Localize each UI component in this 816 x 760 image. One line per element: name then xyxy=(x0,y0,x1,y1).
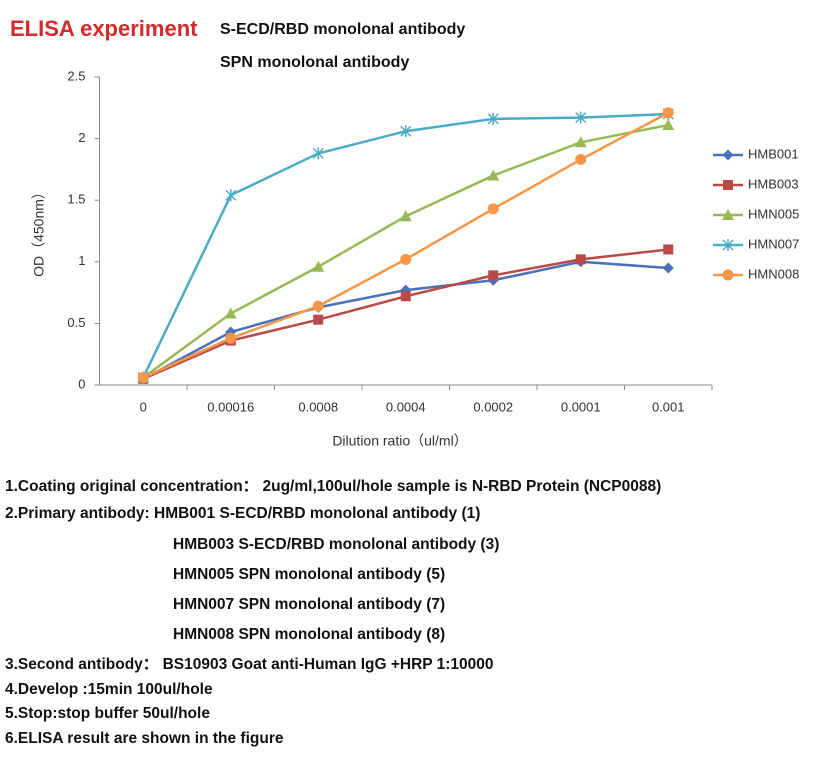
note-line: 4.Develop :15min 100ul/hole xyxy=(5,681,213,698)
x-tick-label: 0.0002 xyxy=(473,399,513,414)
note-line: 1.Coating original concentration： 2ug/ml… xyxy=(5,478,661,495)
data-point xyxy=(662,262,674,274)
legend-label: HMN005 xyxy=(748,206,799,221)
data-point xyxy=(488,270,499,281)
data-point xyxy=(575,254,586,265)
data-point xyxy=(400,125,412,138)
data-point xyxy=(312,147,324,160)
note-line: HMN007 SPN monolonal antibody (7) xyxy=(173,596,445,613)
x-axis-label: Dilution ratio（ul/ml） xyxy=(332,433,467,449)
legend-label: HMN008 xyxy=(748,266,799,281)
data-point xyxy=(487,169,500,181)
data-point xyxy=(575,154,587,166)
data-point xyxy=(312,300,324,312)
data-point xyxy=(312,260,325,272)
note-line: HMN005 SPN monolonal antibody (5) xyxy=(173,566,445,583)
y-tick-label: 2 xyxy=(78,130,85,145)
data-point xyxy=(400,253,412,265)
title: ELISA experiment xyxy=(10,16,198,41)
legend-marker xyxy=(722,239,734,251)
y-axis-label: OD（450nm） xyxy=(31,185,47,277)
y-tick-label: 1 xyxy=(78,253,85,268)
data-point xyxy=(574,136,587,148)
legend-label: HMN007 xyxy=(748,236,799,251)
data-point xyxy=(225,332,237,344)
legend-label: HMB003 xyxy=(748,176,799,191)
series-line xyxy=(142,248,669,380)
legend-label: HMB001 xyxy=(748,146,799,161)
legend-marker xyxy=(722,269,734,281)
data-point xyxy=(313,314,324,325)
legend-marker xyxy=(722,209,734,220)
data-point xyxy=(487,112,499,125)
note-line: 2.Primary antibody: HMB001 S-ECD/RBD mon… xyxy=(5,505,480,522)
data-point xyxy=(400,291,411,302)
x-tick-label: 0.0008 xyxy=(298,399,338,414)
x-tick-label: 0 xyxy=(140,399,147,414)
data-point xyxy=(399,210,412,222)
x-tick-label: 0.00016 xyxy=(207,399,254,414)
y-tick-label: 0.5 xyxy=(67,315,85,330)
data-point xyxy=(225,189,237,202)
data-point xyxy=(487,203,499,215)
note-line: 3.Second antibody： BS10903 Goat anti-Hum… xyxy=(5,656,494,673)
y-tick-label: 2.5 xyxy=(67,68,85,83)
data-point xyxy=(663,244,674,255)
x-tick-label: 0.001 xyxy=(652,399,685,414)
x-tick-label: 0.0004 xyxy=(386,399,426,414)
series-line xyxy=(142,123,669,379)
note-line: 6.ELISA result are shown in the figure xyxy=(5,730,284,747)
y-tick-label: 0 xyxy=(78,376,85,391)
data-point xyxy=(662,107,674,119)
subtitle: S-ECD/RBD monolonal antibody xyxy=(220,21,465,38)
note-line: 5.Stop:stop buffer 50ul/hole xyxy=(5,705,210,722)
data-point xyxy=(137,372,149,384)
data-point xyxy=(575,111,587,124)
y-tick-label: 1.5 xyxy=(67,192,85,207)
legend-marker xyxy=(723,180,733,190)
x-tick-label: 0.0001 xyxy=(561,399,601,414)
legend-marker xyxy=(722,149,734,161)
note-line: HMB003 S-ECD/RBD monolonal antibody (3) xyxy=(173,536,499,553)
data-point xyxy=(224,307,237,319)
subtitle: SPN monolonal antibody xyxy=(220,54,409,71)
data-point xyxy=(662,119,675,131)
note-line: HMN008 SPN monolonal antibody (8) xyxy=(173,626,445,643)
